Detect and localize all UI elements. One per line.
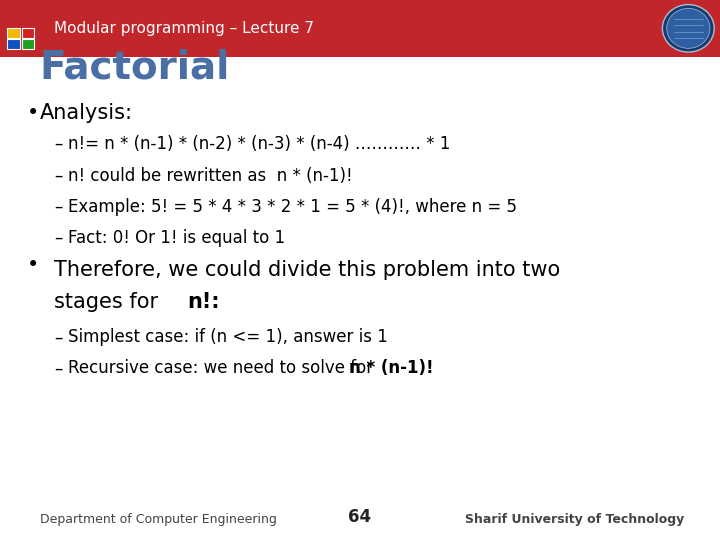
Text: n * (n-1)!: n * (n-1)!	[349, 359, 434, 377]
Text: –: –	[54, 135, 63, 153]
Text: n! could be rewritten as  n * (n-1)!: n! could be rewritten as n * (n-1)!	[68, 166, 353, 185]
Ellipse shape	[667, 8, 710, 49]
Text: Therefore, we could divide this problem into two: Therefore, we could divide this problem …	[54, 260, 560, 280]
Text: –: –	[54, 229, 63, 247]
Text: •: •	[27, 103, 40, 124]
Text: –: –	[54, 198, 63, 216]
Text: stages for: stages for	[54, 292, 165, 313]
Text: Analysis:: Analysis:	[40, 103, 132, 124]
FancyBboxPatch shape	[22, 28, 35, 38]
Text: –: –	[54, 328, 63, 347]
Text: Example: 5! = 5 * 4 * 3 * 2 * 1 = 5 * (4)!, where n = 5: Example: 5! = 5 * 4 * 3 * 2 * 1 = 5 * (4…	[68, 198, 518, 216]
Text: Fact: 0! Or 1! is equal to 1: Fact: 0! Or 1! is equal to 1	[68, 229, 286, 247]
Ellipse shape	[662, 5, 714, 52]
Text: n!= n * (n-1) * (n-2) * (n-3) * (n-4) ………… * 1: n!= n * (n-1) * (n-2) * (n-3) * (n-4) ………	[68, 135, 451, 153]
Text: 64: 64	[348, 509, 372, 526]
FancyBboxPatch shape	[7, 28, 20, 38]
Text: Sharif University of Technology: Sharif University of Technology	[464, 514, 684, 526]
Text: Department of Computer Engineering: Department of Computer Engineering	[40, 514, 276, 526]
Text: –: –	[54, 359, 63, 377]
Text: Factorial: Factorial	[40, 49, 230, 86]
FancyBboxPatch shape	[22, 39, 35, 49]
Text: n!:: n!:	[187, 292, 220, 313]
Text: Recursive case: we need to solve for: Recursive case: we need to solve for	[68, 359, 379, 377]
Text: –: –	[54, 166, 63, 185]
Text: •: •	[27, 254, 40, 275]
Text: Modular programming – Lecture 7: Modular programming – Lecture 7	[54, 21, 314, 36]
Text: Simplest case: if (n <= 1), answer is 1: Simplest case: if (n <= 1), answer is 1	[68, 328, 388, 347]
FancyBboxPatch shape	[7, 39, 20, 49]
FancyBboxPatch shape	[0, 0, 720, 57]
